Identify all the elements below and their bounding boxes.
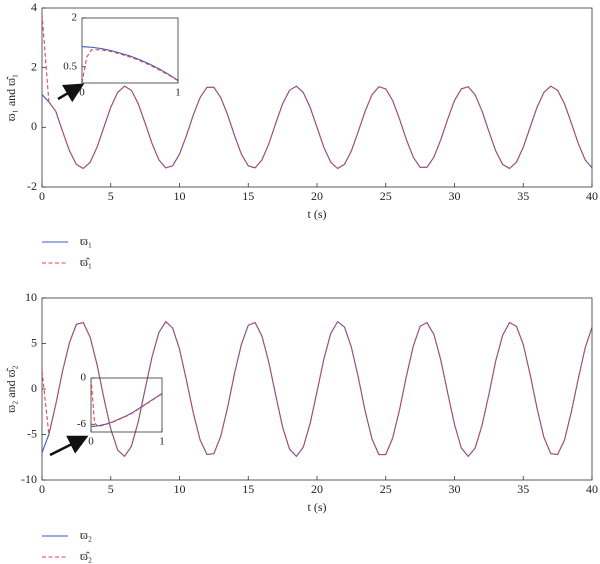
inset-x-tick-label: 0 xyxy=(88,436,94,448)
inset-series-line xyxy=(82,46,178,81)
y-tick-label: -2 xyxy=(27,179,37,193)
inset-series-line xyxy=(91,392,162,428)
x-tick-label: 25 xyxy=(380,482,392,496)
y-tick-label: 2 xyxy=(31,59,37,73)
x-tick-label: 35 xyxy=(517,482,529,496)
inset-frame xyxy=(81,17,179,84)
inset-series-line xyxy=(91,378,162,428)
frame xyxy=(41,7,593,188)
inset-y-tick-label: 0 xyxy=(81,372,87,384)
x-tick-label: 0 xyxy=(39,482,45,496)
legend-label: ϖ̂₁ xyxy=(80,255,92,269)
legend-label: ϖ₂ xyxy=(80,528,92,542)
x-tick-label: 20 xyxy=(311,482,323,496)
y-axis-label: ϖ₁ and ϖ̂₁ xyxy=(4,74,18,122)
legend-label: ϖ̂₂ xyxy=(80,549,92,563)
inset-series-line xyxy=(82,49,178,83)
x-tick-label: 15 xyxy=(242,482,254,496)
x-tick-label: 20 xyxy=(311,189,323,203)
x-tick-label: 10 xyxy=(174,482,186,496)
inset-frame xyxy=(90,377,163,433)
y-tick-label: 4 xyxy=(31,0,37,14)
x-tick-label: 0 xyxy=(39,189,45,203)
inset-x-tick-label: 1 xyxy=(159,436,165,448)
series-line xyxy=(42,13,592,170)
y-tick-label: -5 xyxy=(27,426,37,440)
x-tick-label: 40 xyxy=(586,482,598,496)
x-tick-label: 25 xyxy=(380,189,392,203)
x-tick-label: 40 xyxy=(586,189,598,203)
inset-x-tick-label: 0 xyxy=(79,87,85,99)
arrow xyxy=(49,435,89,457)
inset-y-tick-label: -6 xyxy=(77,418,87,430)
x-tick-label: 5 xyxy=(108,189,114,203)
arrow xyxy=(57,83,85,103)
y-tick-label: 5 xyxy=(31,335,37,349)
x-tick-label: 35 xyxy=(517,189,529,203)
x-tick-label: 30 xyxy=(449,189,461,203)
x-axis-label: t (s) xyxy=(308,207,327,221)
inset-x-tick-label: 1 xyxy=(175,87,181,99)
series-line xyxy=(42,320,592,458)
y-tick-label: -10 xyxy=(21,472,37,486)
x-axis-label: t (s) xyxy=(308,500,327,514)
series-line xyxy=(42,320,592,458)
x-tick-label: 5 xyxy=(108,482,114,496)
inset-y-tick-label: 0.5 xyxy=(63,60,77,72)
inset-y-tick-label: 2 xyxy=(72,12,78,24)
y-tick-label: 0 xyxy=(31,119,37,133)
legend-label: ϖ₁ xyxy=(80,234,92,248)
y-axis-label: ϖ₂ and ϖ̂₂ xyxy=(4,365,18,413)
x-tick-label: 30 xyxy=(449,482,461,496)
y-tick-label: 0 xyxy=(31,381,37,395)
y-tick-label: 10 xyxy=(25,290,37,304)
x-tick-label: 15 xyxy=(242,189,254,203)
x-tick-label: 10 xyxy=(174,189,186,203)
frame xyxy=(41,297,593,481)
